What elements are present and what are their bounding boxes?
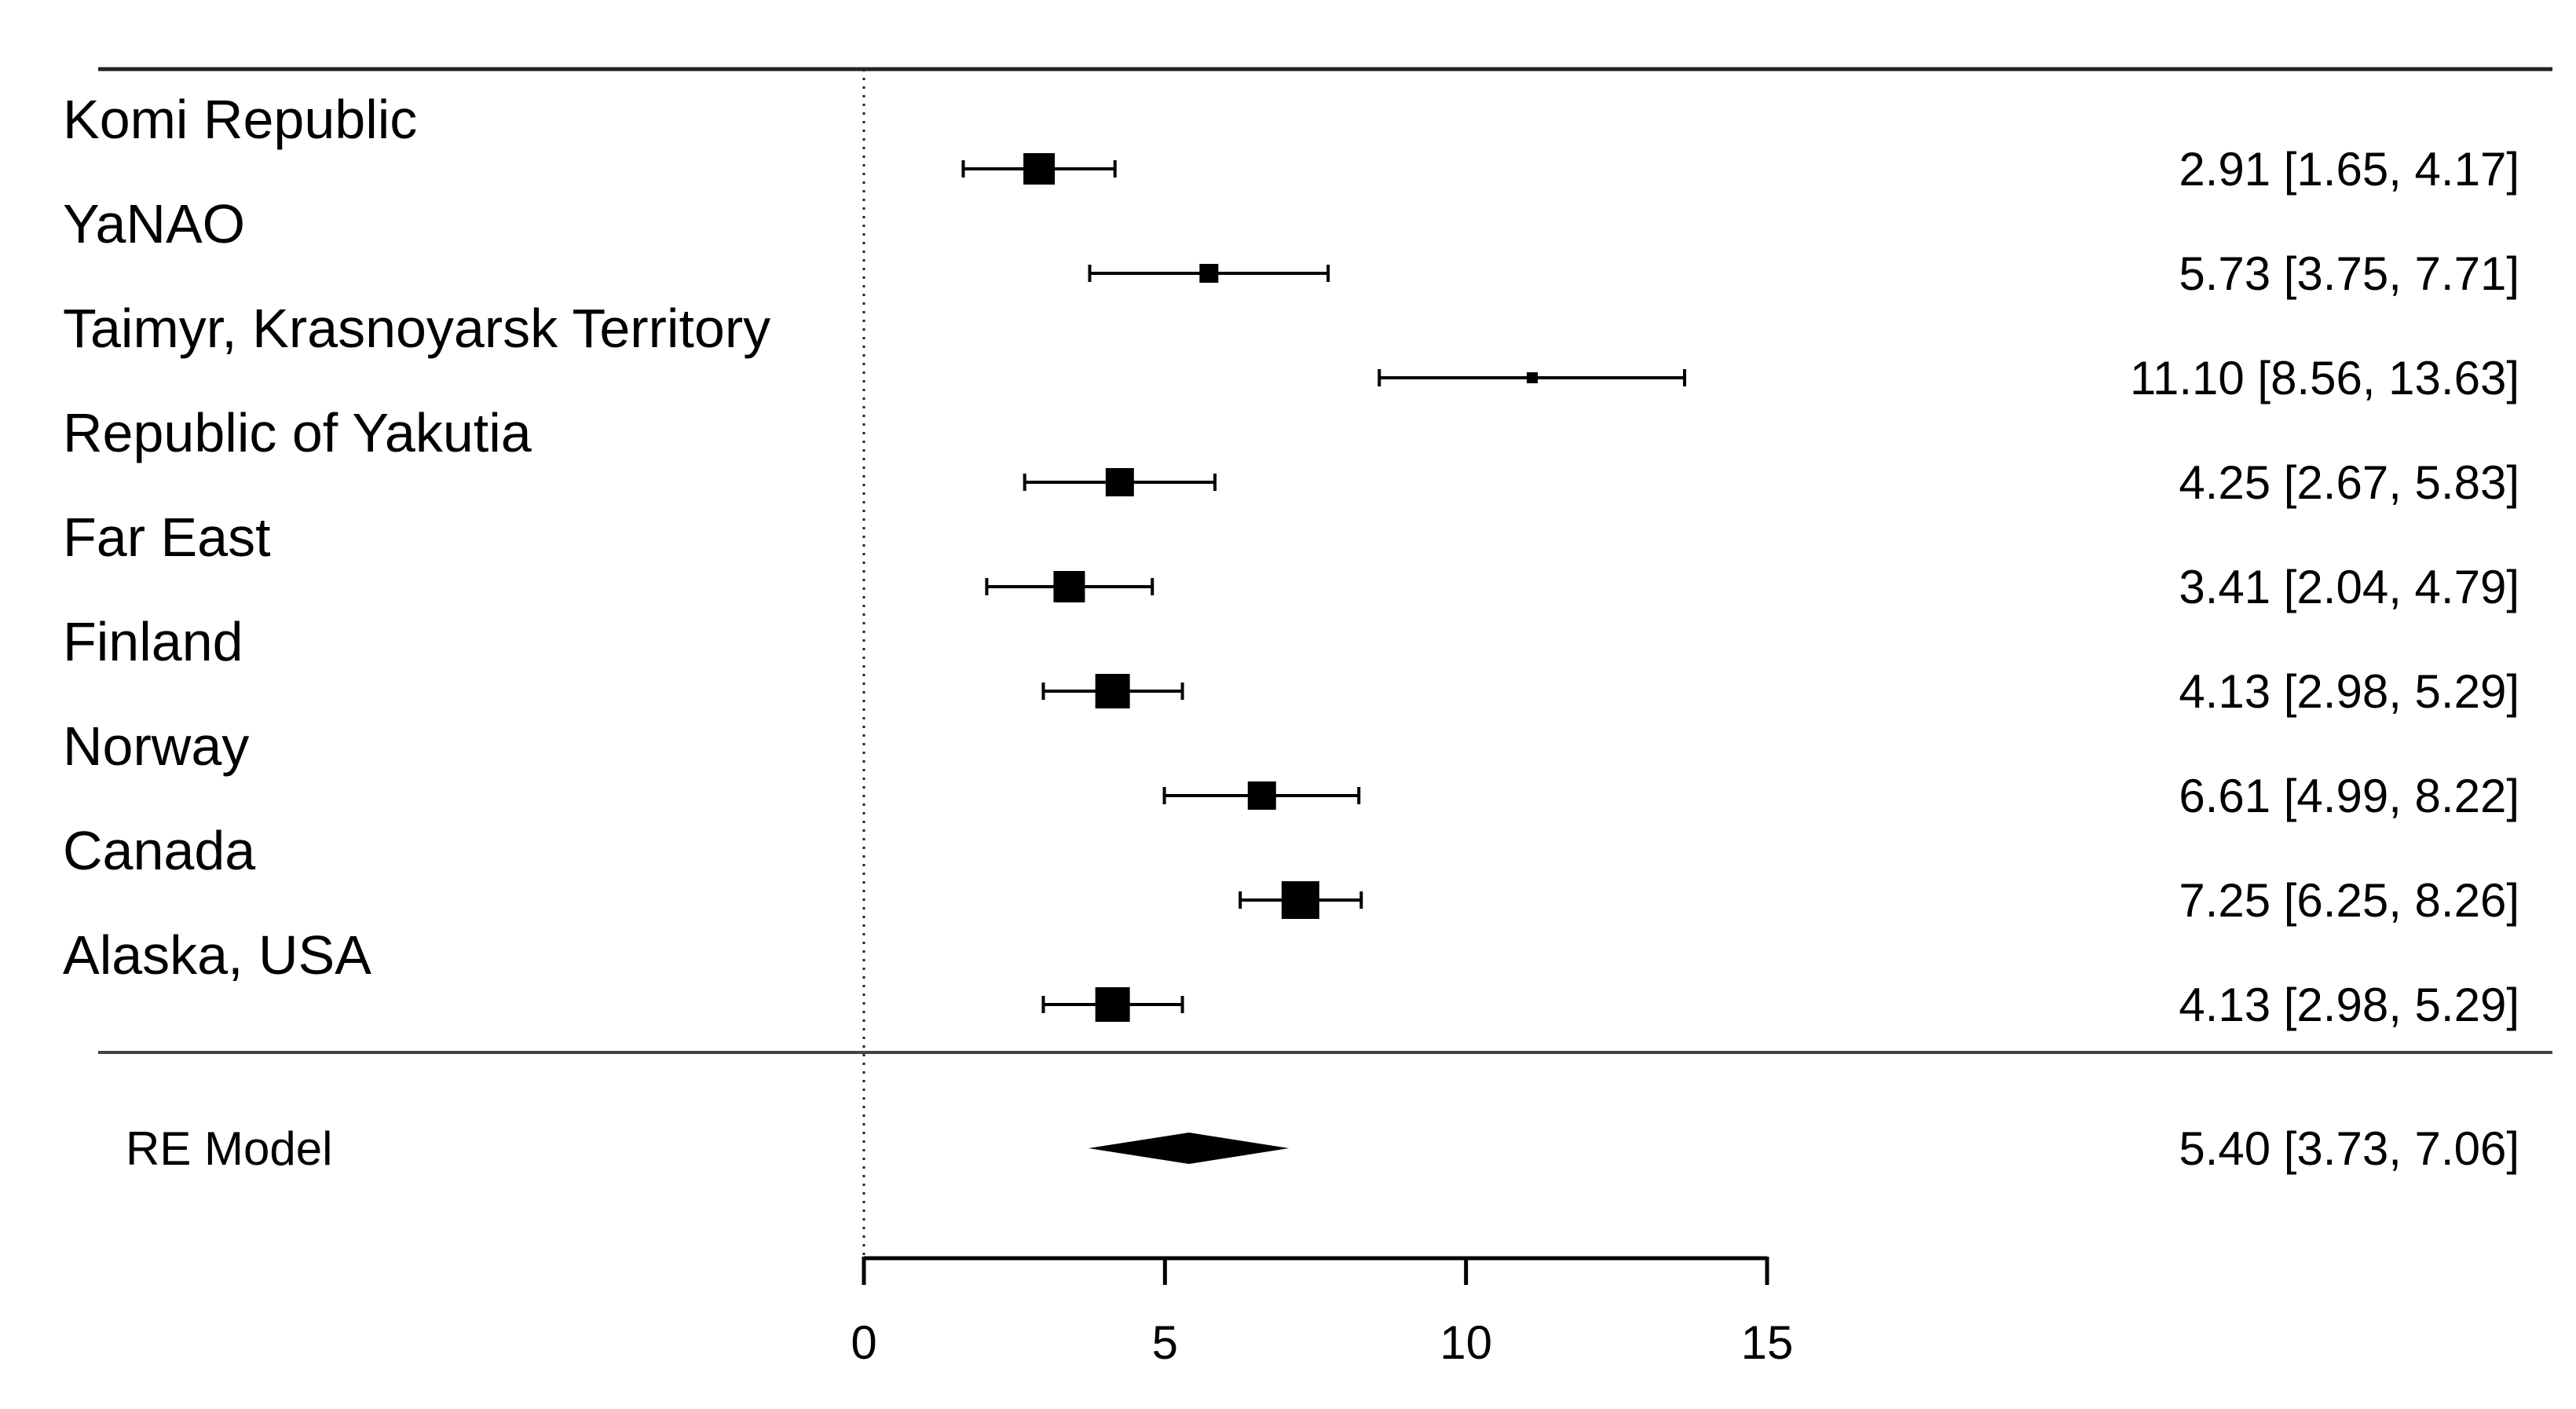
estimate-ci-text: 6.61 [4.99, 8.22] [2179, 770, 2519, 822]
study-label: Taimyr, Krasnoyarsk Territory [63, 298, 770, 359]
estimate-ci-text: 4.13 [2.98, 5.29] [2179, 665, 2519, 718]
estimate-ci-text: 11.10 [8.56, 13.63] [2130, 352, 2519, 404]
study-label: Komi Republic [63, 89, 417, 150]
estimate-ci-text: 4.13 [2.98, 5.29] [2179, 979, 2519, 1031]
point-estimate-marker [1105, 468, 1134, 496]
study-label: Norway [63, 715, 249, 777]
summary-layer: RE Model 5.40 [3.73, 7.06] [126, 1122, 2519, 1175]
point-estimate-marker [1053, 571, 1085, 602]
estimate-ci-text: 5.73 [3.75, 7.71] [2179, 247, 2519, 300]
study-label: Republic of Yakutia [63, 402, 532, 463]
x-tick-label: 5 [1152, 1316, 1178, 1369]
point-estimate-marker [1095, 987, 1130, 1022]
point-estimate-marker [1023, 153, 1056, 185]
study-row: Far East 3.41 [2.04, 4.79] [63, 507, 2519, 613]
estimate-ci-text: 2.91 [1.65, 4.17] [2179, 143, 2519, 196]
x-tick-label: 0 [851, 1316, 876, 1369]
study-row: Finland 4.13 [2.98, 5.29] [63, 611, 2519, 718]
study-row: Canada 7.25 [6.25, 8.26] [63, 820, 2519, 927]
study-row: Alaska, USA 4.13 [2.98, 5.29] [63, 924, 2519, 1031]
study-row: Komi Republic 2.91 [1.65, 4.17] [63, 89, 2519, 196]
study-label: Far East [63, 507, 271, 568]
point-estimate-marker [1281, 881, 1319, 919]
summary-ci-text: 5.40 [3.73, 7.06] [2179, 1122, 2519, 1175]
studies-layer: Komi Republic 2.91 [1.65, 4.17] YaNAO 5.73 … [63, 89, 2519, 1031]
summary-diamond [1088, 1133, 1290, 1164]
point-estimate-marker [1095, 674, 1130, 708]
study-label: Canada [63, 820, 255, 881]
study-label: Finland [63, 611, 243, 672]
study-row: Republic of Yakutia 4.25 [2.67, 5.83] [63, 402, 2519, 509]
study-label: YaNAO [63, 193, 245, 254]
study-row: Norway 6.61 [4.99, 8.22] [63, 715, 2519, 822]
estimate-ci-text: 3.41 [2.04, 4.79] [2179, 561, 2519, 613]
point-estimate-marker [1527, 372, 1538, 383]
study-row: YaNAO 5.73 [3.75, 7.71] [63, 193, 2519, 300]
x-axis: 0 5 10 15 [851, 1256, 1794, 1369]
point-estimate-marker [1247, 781, 1276, 810]
summary-label: RE Model [126, 1122, 332, 1175]
x-tick-label: 15 [1741, 1316, 1794, 1369]
study-row: Taimyr, Krasnoyarsk Territory 11.10 [8.56… [63, 298, 2519, 404]
point-estimate-marker [1199, 264, 1219, 283]
x-tick-label: 10 [1440, 1316, 1492, 1369]
study-label: Alaska, USA [63, 924, 371, 986]
estimate-ci-text: 7.25 [6.25, 8.26] [2179, 874, 2519, 927]
estimate-ci-text: 4.25 [2.67, 5.83] [2179, 456, 2519, 509]
